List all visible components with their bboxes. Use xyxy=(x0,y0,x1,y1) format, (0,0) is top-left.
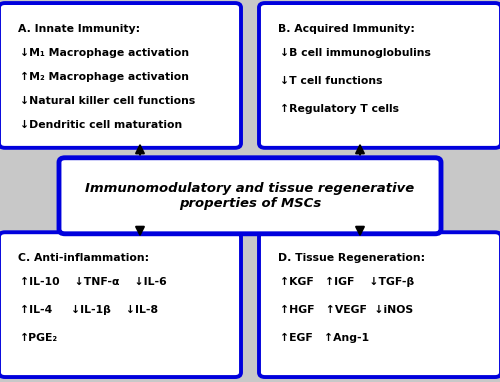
Text: B. Acquired Immunity:: B. Acquired Immunity: xyxy=(278,24,414,34)
Text: Immunomodulatory and tissue regenerative
properties of MSCs: Immunomodulatory and tissue regenerative… xyxy=(86,182,414,210)
Text: A. Innate Immunity:: A. Innate Immunity: xyxy=(18,24,140,34)
Text: ↓Dendritic cell maturation: ↓Dendritic cell maturation xyxy=(20,120,182,130)
Text: ↑HGF   ↑VEGF  ↓iNOS: ↑HGF ↑VEGF ↓iNOS xyxy=(280,305,413,315)
FancyBboxPatch shape xyxy=(259,3,500,148)
Text: ↑IL-4     ↓IL-1β    ↓IL-8: ↑IL-4 ↓IL-1β ↓IL-8 xyxy=(20,305,158,315)
Text: ↑EGF   ↑Ang-1: ↑EGF ↑Ang-1 xyxy=(280,333,369,343)
Text: ↓M₁ Macrophage activation: ↓M₁ Macrophage activation xyxy=(20,48,189,58)
Text: ↓T cell functions: ↓T cell functions xyxy=(280,76,382,86)
Text: C. Anti-inflammation:: C. Anti-inflammation: xyxy=(18,253,148,263)
FancyBboxPatch shape xyxy=(0,232,241,377)
FancyBboxPatch shape xyxy=(259,232,500,377)
FancyBboxPatch shape xyxy=(59,158,441,234)
Text: ↑Regulatory T cells: ↑Regulatory T cells xyxy=(280,104,399,113)
Text: ↑KGF   ↑IGF    ↓TGF-β: ↑KGF ↑IGF ↓TGF-β xyxy=(280,277,414,287)
FancyBboxPatch shape xyxy=(0,3,241,148)
Text: D. Tissue Regeneration:: D. Tissue Regeneration: xyxy=(278,253,424,263)
Text: ↑PGE₂: ↑PGE₂ xyxy=(20,333,58,343)
Text: ↑M₂ Macrophage activation: ↑M₂ Macrophage activation xyxy=(20,72,189,82)
Text: ↓Natural killer cell functions: ↓Natural killer cell functions xyxy=(20,96,195,106)
Text: ↓B cell immunoglobulins: ↓B cell immunoglobulins xyxy=(280,48,431,58)
Text: ↑IL-10    ↓TNF-α    ↓IL-6: ↑IL-10 ↓TNF-α ↓IL-6 xyxy=(20,277,167,287)
